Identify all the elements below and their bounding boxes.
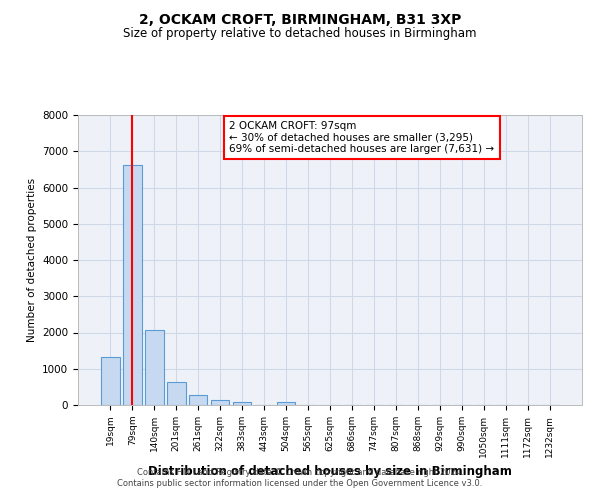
Bar (189, 395, 208, 405)
Bar (123, 165, 142, 405)
Bar (145, 330, 164, 405)
Text: 2 OCKAM CROFT: 97sqm
← 30% of detached houses are smaller (3,295)
69% of semi-de: 2 OCKAM CROFT: 97sqm ← 30% of detached h… (229, 121, 494, 154)
Bar (211, 400, 229, 405)
Bar (233, 402, 251, 405)
Text: Size of property relative to detached houses in Birmingham: Size of property relative to detached ho… (123, 28, 477, 40)
X-axis label: Distribution of detached houses by size in Birmingham: Distribution of detached houses by size … (148, 465, 512, 478)
Bar (167, 382, 185, 405)
Y-axis label: Number of detached properties: Number of detached properties (26, 178, 37, 342)
Bar (101, 357, 119, 405)
Text: 2, OCKAM CROFT, BIRMINGHAM, B31 3XP: 2, OCKAM CROFT, BIRMINGHAM, B31 3XP (139, 12, 461, 26)
Text: Contains HM Land Registry data © Crown copyright and database right 2024.
Contai: Contains HM Land Registry data © Crown c… (118, 468, 482, 487)
Bar (277, 402, 295, 405)
